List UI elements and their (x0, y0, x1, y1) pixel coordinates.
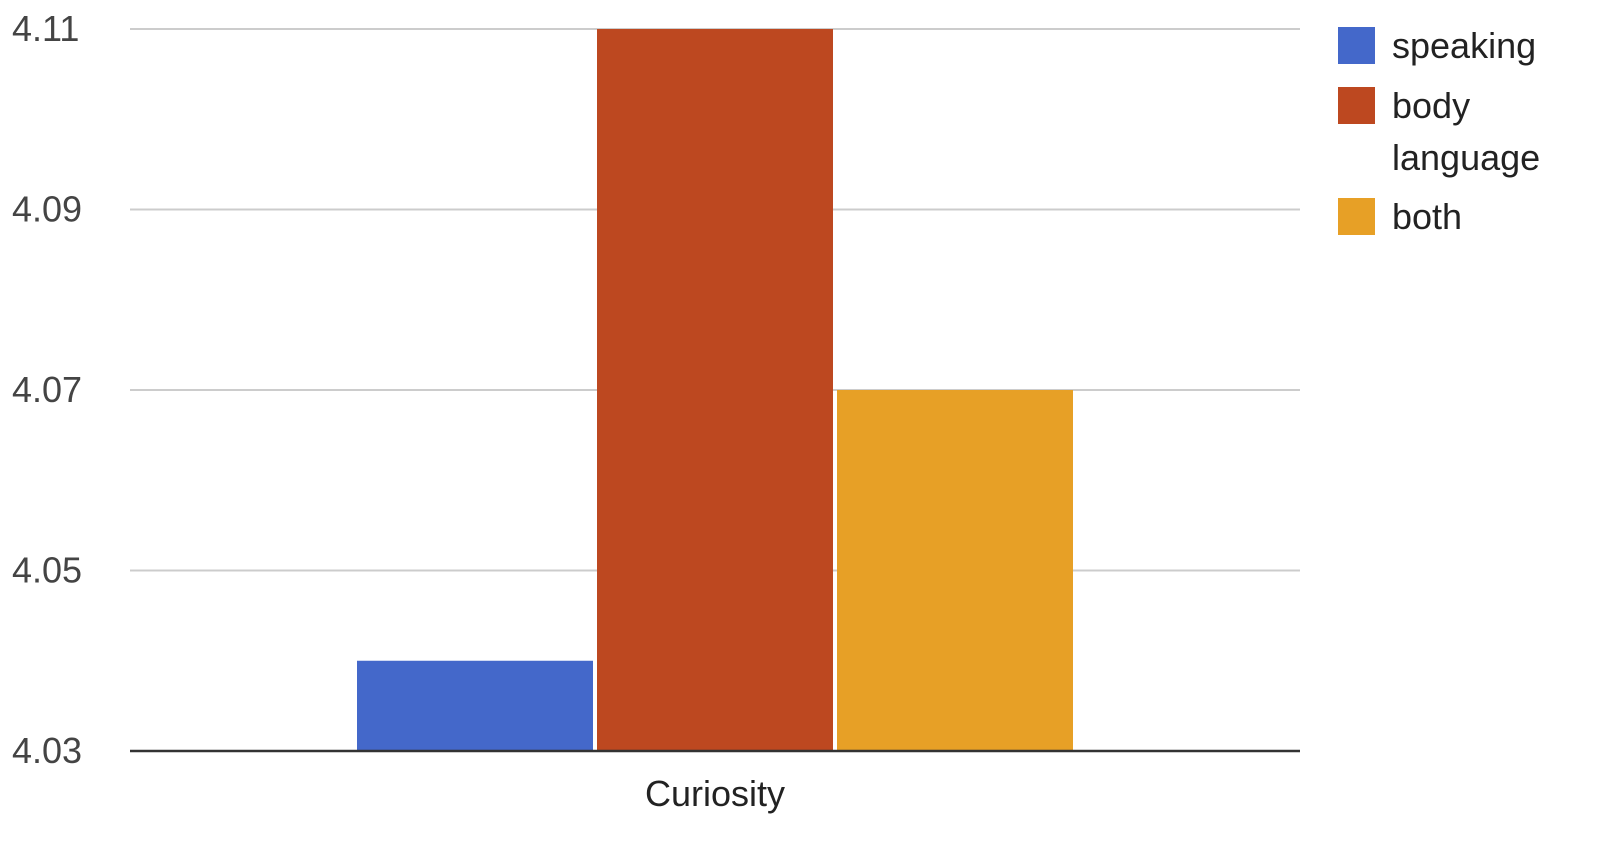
legend-swatch (1338, 87, 1375, 124)
x-category-label: Curiosity (645, 773, 785, 814)
bars (357, 29, 1073, 751)
legend-label: both (1392, 196, 1462, 237)
y-tick-label: 4.09 (12, 189, 82, 230)
x-axis-categories: Curiosity (645, 773, 785, 814)
bar-both (837, 390, 1073, 751)
y-tick-label: 4.03 (12, 730, 82, 771)
legend-swatch (1338, 198, 1375, 235)
legend-item-body-language: body language (1338, 85, 1540, 178)
y-tick-label: 4.05 (12, 550, 82, 591)
y-axis-ticks: 4.03 4.05 4.07 4.09 4.11 (12, 8, 82, 771)
bar-speaking (357, 660, 593, 751)
legend: speaking body language both (1338, 25, 1540, 237)
bar-body-language (597, 29, 833, 751)
y-tick-label: 4.11 (12, 8, 79, 49)
legend-swatch (1338, 27, 1375, 64)
legend-item-both: both (1338, 196, 1462, 237)
legend-label: body language (1392, 85, 1540, 178)
y-tick-label: 4.07 (12, 369, 82, 410)
legend-item-speaking: speaking (1338, 25, 1536, 66)
legend-label: speaking (1392, 25, 1536, 66)
